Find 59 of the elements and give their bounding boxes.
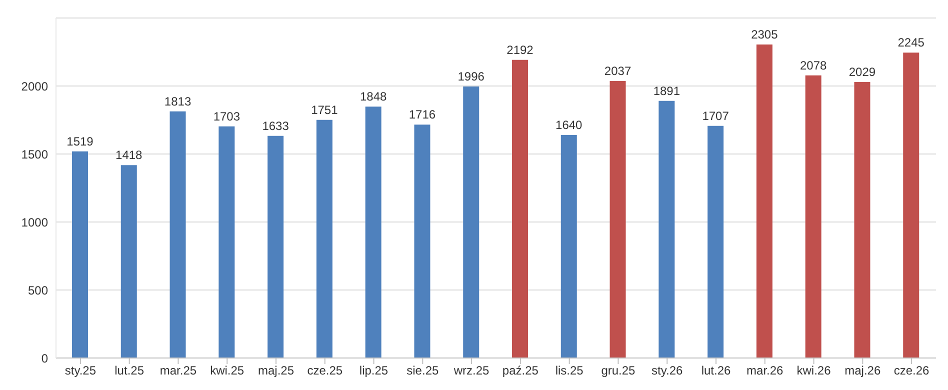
data-label: 1891 <box>653 84 680 98</box>
x-tick-label: sie.25 <box>406 364 439 378</box>
x-tick-label: wrz.25 <box>452 364 490 378</box>
data-label: 2037 <box>604 64 632 78</box>
bar <box>316 120 332 358</box>
data-label: 1519 <box>66 134 94 148</box>
x-tick-label: mar.26 <box>746 364 784 378</box>
x-tick-label: maj.26 <box>844 364 881 378</box>
x-tick-label: lut.25 <box>114 364 144 378</box>
data-label: 2078 <box>800 58 828 72</box>
data-label: 1633 <box>262 118 290 133</box>
bar <box>120 165 137 358</box>
data-label: 1848 <box>360 90 388 104</box>
x-tick-label: kwi.25 <box>210 364 244 378</box>
data-label: 1707 <box>702 108 730 123</box>
bar <box>805 75 822 358</box>
bar <box>610 80 626 358</box>
bar <box>708 126 724 358</box>
data-label: 2029 <box>848 65 876 80</box>
data-label: 1751 <box>311 102 338 117</box>
bar <box>854 82 870 358</box>
data-label: 1813 <box>164 94 192 108</box>
bar <box>463 86 480 358</box>
bar <box>756 44 772 358</box>
bar <box>72 151 88 358</box>
bar <box>512 60 528 358</box>
x-tick-label: lut.26 <box>701 364 731 378</box>
y-tick-label: 2000 <box>21 79 48 94</box>
y-tick-label: 500 <box>28 283 48 298</box>
x-tick-label: maj.25 <box>258 364 294 378</box>
bar <box>218 126 235 358</box>
y-tick-label: 1000 <box>21 215 48 230</box>
data-label: 2192 <box>506 42 534 57</box>
x-tick-label: lip.25 <box>359 364 388 378</box>
data-label: 1716 <box>408 108 436 122</box>
y-tick-label: 0 <box>41 351 48 366</box>
data-label: 1996 <box>458 70 485 84</box>
bar <box>560 134 577 358</box>
bar <box>903 52 920 358</box>
data-label: 1640 <box>556 118 583 132</box>
x-tick-label: cze.25 <box>307 364 343 378</box>
x-tick-label: kwi.26 <box>796 364 832 378</box>
bar <box>365 106 382 358</box>
data-label: 1418 <box>116 148 143 162</box>
x-tick-label: paź.25 <box>502 364 539 378</box>
x-tick-label: mar.25 <box>160 364 197 378</box>
data-label: 1703 <box>213 109 240 124</box>
x-tick-label: gru.25 <box>601 364 636 378</box>
bar <box>170 111 186 358</box>
bar <box>658 100 675 358</box>
data-label: 2245 <box>898 36 925 50</box>
bar <box>268 136 284 358</box>
y-tick-label: 1500 <box>21 147 48 162</box>
data-label: 2305 <box>751 28 778 42</box>
bar <box>414 124 430 358</box>
x-tick-label: sty.25 <box>64 364 96 378</box>
x-tick-label: lis.25 <box>555 364 584 378</box>
x-tick-label: cze.26 <box>894 364 930 378</box>
x-tick-label: sty.26 <box>652 364 683 378</box>
